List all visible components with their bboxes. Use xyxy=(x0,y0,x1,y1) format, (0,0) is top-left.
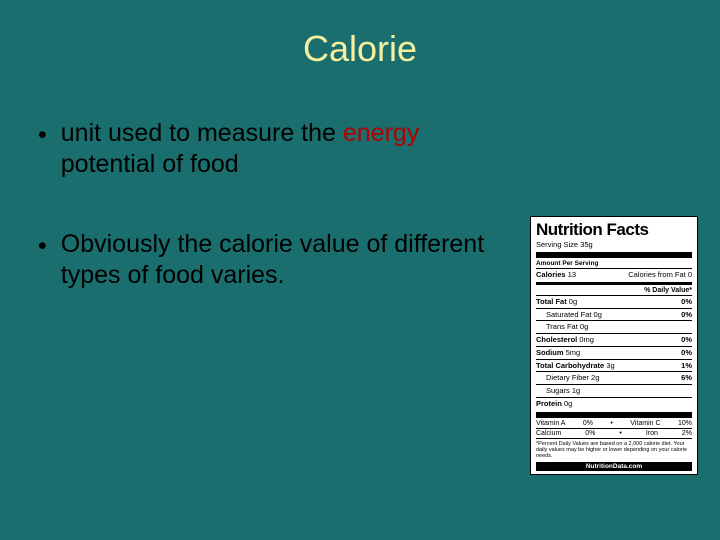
fiber-value: 2g xyxy=(591,373,599,382)
vitamin-c-value: 10% xyxy=(678,420,692,427)
carb-row: Total Carbohydrate 3g 1% xyxy=(536,361,692,371)
protein-row: Protein 0g xyxy=(536,399,692,409)
serving-label: Serving Size xyxy=(536,240,578,249)
bullet-dot-icon: • xyxy=(38,120,47,151)
vitamin-row-1: Vitamin A 0% • Vitamin C 10% xyxy=(536,420,692,427)
divider-icon xyxy=(536,268,692,269)
vitamin-a-value: 0% xyxy=(583,420,593,427)
iron-value: 2% xyxy=(682,430,692,437)
vitamin-separator-icon: • xyxy=(610,420,612,427)
divider-icon xyxy=(536,333,692,334)
divider-icon xyxy=(536,359,692,360)
sodium-label: Sodium xyxy=(536,348,564,357)
cholesterol-dv: 0% xyxy=(681,335,692,345)
bullet-2-text: Obviously the calorie value of different… xyxy=(61,229,501,292)
cholesterol-row: Cholesterol 0mg 0% xyxy=(536,335,692,345)
label-heading: Nutrition Facts xyxy=(536,221,692,238)
cholesterol-value: 0mg xyxy=(579,335,594,344)
trans-fat-value: 0g xyxy=(580,322,588,331)
fiber-row: Dietary Fiber 2g 6% xyxy=(536,373,692,383)
sugars-value: 1g xyxy=(572,386,580,395)
carb-label: Total Carbohydrate xyxy=(536,361,604,370)
calories-value: 13 xyxy=(568,270,576,279)
total-fat-dv: 0% xyxy=(681,297,692,307)
label-source: NutritionData.com xyxy=(536,462,692,471)
trans-fat-row: Trans Fat 0g xyxy=(536,322,692,332)
bullet-1: • unit used to measure the energy potent… xyxy=(38,118,720,181)
serving-size: Serving Size 35g xyxy=(536,240,692,249)
bullet-1-text: unit used to measure the energy potentia… xyxy=(61,118,501,181)
sodium-dv: 0% xyxy=(681,348,692,358)
divider-icon xyxy=(536,438,692,439)
label-footnote: *Percent Daily Values are based on a 2,0… xyxy=(536,441,692,460)
calories-from-fat: Calories from Fat 0 xyxy=(628,270,692,280)
divider-icon xyxy=(536,412,692,418)
carb-value: 3g xyxy=(606,361,614,370)
divider-icon xyxy=(536,346,692,347)
divider-icon xyxy=(536,252,692,258)
sugars-label: Sugars xyxy=(546,386,570,395)
divider-icon xyxy=(536,282,692,285)
sugars-row: Sugars 1g xyxy=(536,386,692,396)
divider-icon xyxy=(536,384,692,385)
protein-label: Protein xyxy=(536,399,562,408)
divider-icon xyxy=(536,308,692,309)
protein-value: 0g xyxy=(564,399,572,408)
divider-icon xyxy=(536,397,692,398)
vitamin-row-2: Calcium 0% • Iron 2% xyxy=(536,430,692,437)
divider-icon xyxy=(536,295,692,296)
dv-header: % Daily Value* xyxy=(536,287,692,294)
trans-fat-label: Trans Fat xyxy=(546,322,578,331)
calcium-label: Calcium xyxy=(536,430,561,437)
calories-row: Calories 13 Calories from Fat 0 xyxy=(536,270,692,280)
iron-label: Iron xyxy=(646,430,658,437)
sodium-value: 5mg xyxy=(566,348,581,357)
fiber-label: Dietary Fiber xyxy=(546,373,589,382)
total-fat-label: Total Fat xyxy=(536,297,567,306)
serving-value: 35g xyxy=(580,240,593,249)
vitamin-separator-icon: • xyxy=(619,430,621,437)
nutrition-facts-label: Nutrition Facts Serving Size 35g Amount … xyxy=(530,216,698,475)
bullet-1-post: potential of food xyxy=(61,150,239,178)
divider-icon xyxy=(536,371,692,372)
bullet-1-pre: unit used to measure the xyxy=(61,119,343,147)
slide-title: Calorie xyxy=(0,0,720,70)
total-fat-value: 0g xyxy=(569,297,577,306)
cholesterol-label: Cholesterol xyxy=(536,335,577,344)
fiber-dv: 6% xyxy=(681,373,692,383)
vitamin-a-label: Vitamin A xyxy=(536,420,565,427)
vitamin-c-label: Vitamin C xyxy=(630,420,660,427)
divider-icon xyxy=(536,320,692,321)
sat-fat-dv: 0% xyxy=(681,310,692,320)
carb-dv: 1% xyxy=(681,361,692,371)
total-fat-row: Total Fat 0g 0% xyxy=(536,297,692,307)
bullet-1-highlight: energy xyxy=(343,119,419,147)
sodium-row: Sodium 5mg 0% xyxy=(536,348,692,358)
bullet-dot-icon: • xyxy=(38,231,47,262)
sat-fat-label: Saturated Fat xyxy=(546,310,591,319)
divider-icon xyxy=(536,428,692,429)
amount-per-serving: Amount Per Serving xyxy=(536,260,692,267)
calcium-value: 0% xyxy=(585,430,595,437)
calories-label: Calories xyxy=(536,270,566,279)
sat-fat-value: 0g xyxy=(594,310,602,319)
sat-fat-row: Saturated Fat 0g 0% xyxy=(536,310,692,320)
